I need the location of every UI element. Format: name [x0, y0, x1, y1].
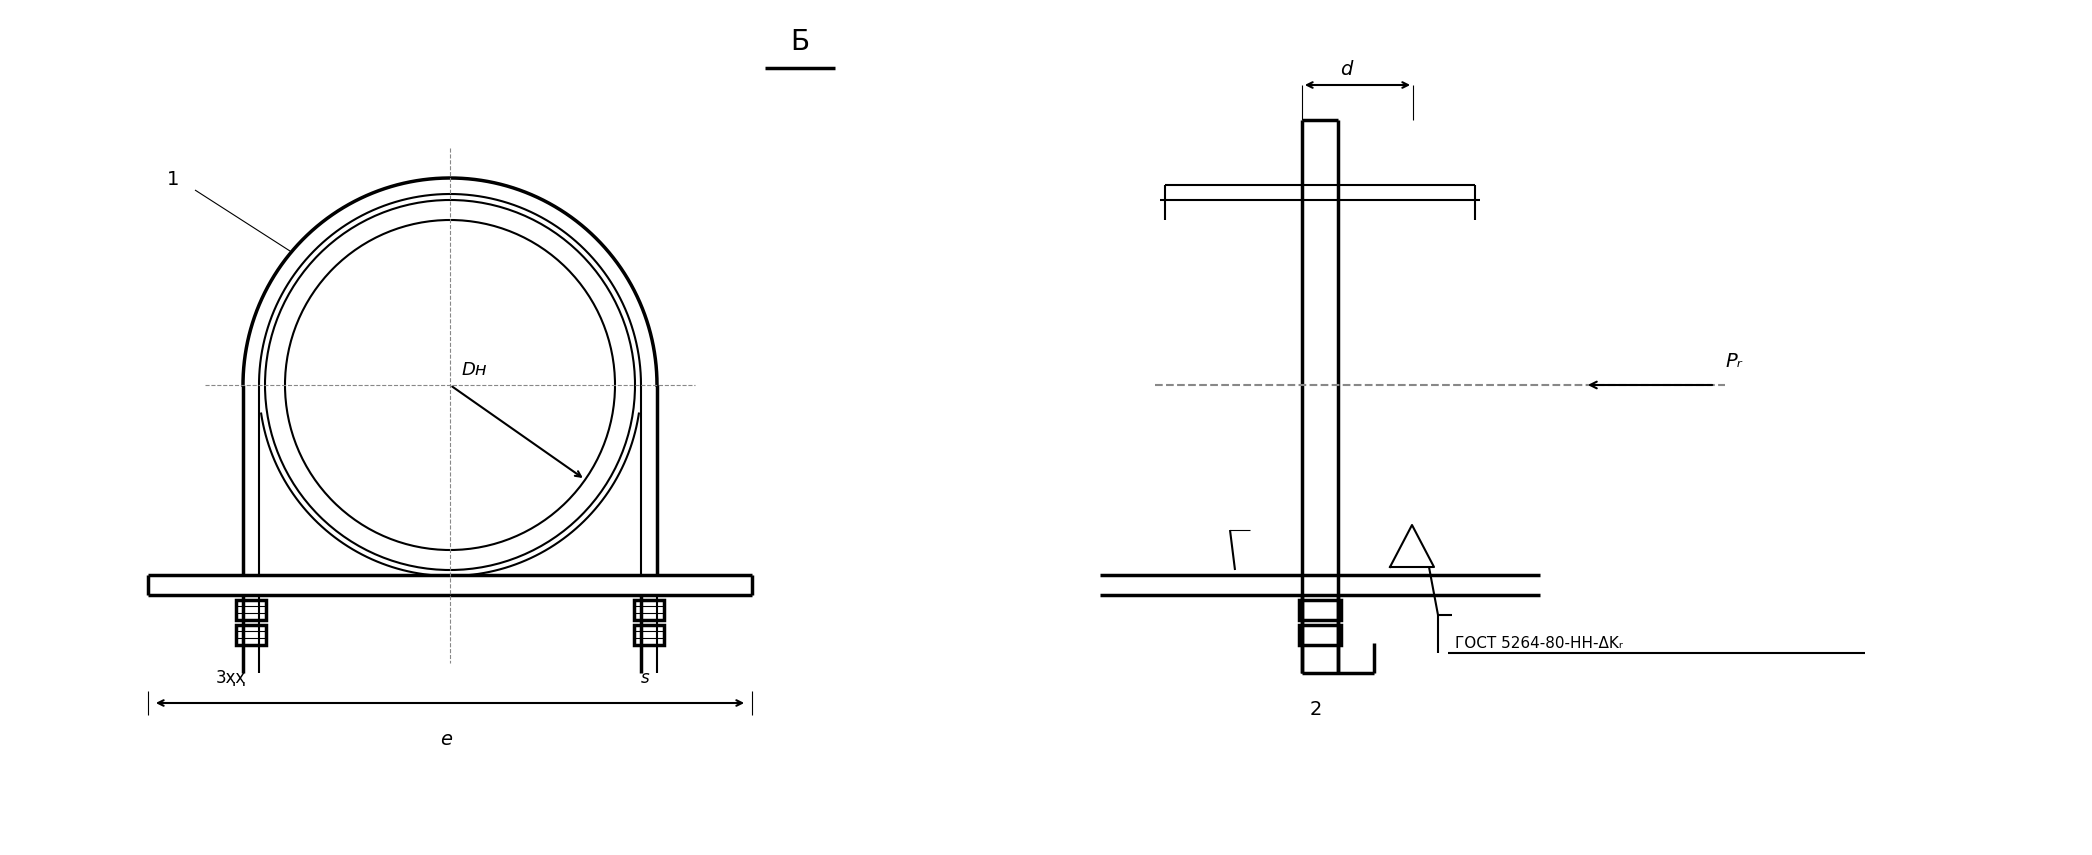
Bar	[634, 600, 663, 620]
Text: Dн: Dн	[462, 361, 487, 379]
Text: 3ҳҳ: 3ҳҳ	[215, 669, 247, 687]
Bar	[236, 600, 266, 620]
Text: e: e	[439, 730, 452, 749]
Text: ГОСТ 5264-80-НН-ΔKᵣ: ГОСТ 5264-80-НН-ΔKᵣ	[1456, 636, 1623, 651]
Bar	[1299, 625, 1341, 645]
Text: 1: 1	[167, 170, 180, 189]
Text: Pᵣ: Pᵣ	[1726, 352, 1743, 371]
Text: ѕ: ѕ	[640, 669, 651, 687]
Text: Б: Б	[791, 28, 810, 56]
Bar	[1299, 600, 1341, 620]
Text: 2: 2	[1310, 700, 1322, 719]
Text: d: d	[1341, 60, 1351, 79]
Bar	[236, 625, 266, 645]
Bar	[634, 625, 663, 645]
